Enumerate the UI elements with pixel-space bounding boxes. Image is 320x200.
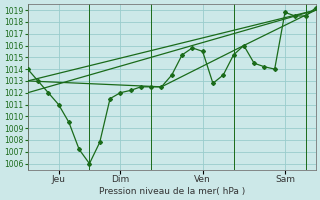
X-axis label: Pression niveau de la mer( hPa ): Pression niveau de la mer( hPa ) <box>99 187 245 196</box>
